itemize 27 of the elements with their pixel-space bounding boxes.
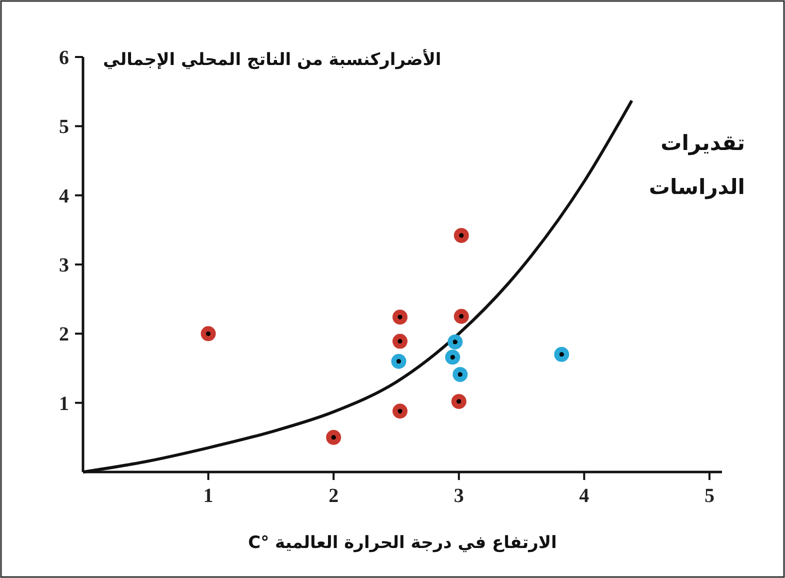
point: [454, 228, 469, 243]
x-axis-title: الارتفاع في درجة الحرارة العالمية °C: [248, 533, 557, 553]
annotation: تقديرات الدراسات: [648, 131, 745, 200]
point: [326, 430, 342, 445]
y-tick-label: 4: [59, 185, 69, 208]
point: [392, 334, 408, 349]
point: [448, 334, 463, 350]
y-tick-label: 5: [59, 116, 69, 138]
x-tick-label: 5: [704, 485, 714, 507]
point: [445, 350, 460, 365]
x-tick-label: 1: [203, 485, 214, 507]
x-tick-label: 3: [454, 485, 464, 507]
point: [454, 308, 469, 324]
point: [554, 346, 570, 362]
y-tick-label: 2: [59, 324, 69, 346]
point: [452, 366, 468, 382]
y-tick-label: 3: [59, 254, 69, 276]
x-tick-label: 4: [579, 485, 590, 507]
y-axis-title: الأضراركنسبة من الناتج المحلي الإجمالي: [103, 48, 442, 70]
point: [392, 404, 408, 419]
point: [392, 310, 408, 325]
point: [200, 326, 216, 342]
x-tick-label: 2: [328, 485, 339, 507]
y-tick-label: 6: [59, 47, 69, 69]
point: [451, 394, 466, 409]
point: [391, 354, 406, 369]
y-tick-label: 1: [59, 392, 69, 415]
